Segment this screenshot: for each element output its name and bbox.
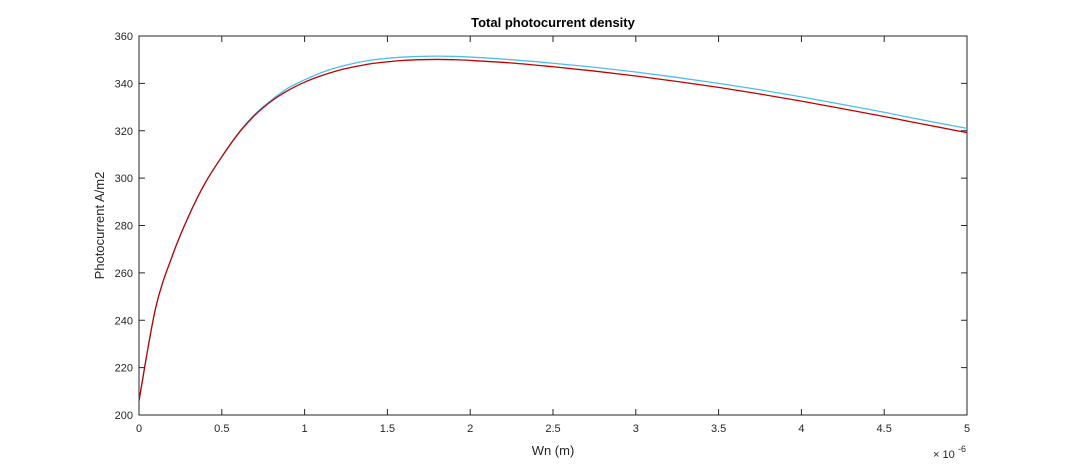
x-tick-label: 3 [633,423,639,435]
x-tick-label: 1 [302,423,308,435]
y-tick-label: 260 [115,268,133,280]
x-tick-label: 2 [467,423,473,435]
x-tick-label: 1.5 [380,423,395,435]
x-tick-label: 3.5 [711,423,726,435]
x-tick-label: 4 [798,423,804,435]
y-tick-label: 320 [115,126,133,138]
x-tick-label: 0 [136,423,142,435]
x-exponent-base: × 10 [933,449,955,461]
x-exponent-power: -6 [958,444,966,454]
y-tick-label: 360 [115,31,133,43]
plot-area [138,35,968,416]
y-axis-label: Photocurrent A/m2 [92,172,107,280]
x-exponent-label: × 10 -6 [933,444,966,461]
chart-title: Total photocurrent density [471,15,635,30]
series-layer [138,55,968,401]
x-tick-label: 5 [964,423,970,435]
x-axis-label: Wn (m) [532,443,575,458]
x-tick-label: 0.5 [214,423,229,435]
tick-layer: 0 0.5 1 1.5 2 2.5 3 3.5 4 4.5 5 200 220 240 260 280 300 3… [115,31,970,435]
y-tick-label: 340 [115,78,133,90]
y-tick-label: 280 [115,221,133,233]
y-tick-label: 200 [115,410,133,422]
y-tick-label: 220 [115,363,133,375]
y-tick-label: 300 [115,173,133,185]
y-tick-label: 240 [115,315,133,327]
series-line-2 [138,58,968,401]
x-tick-label: 2.5 [545,423,560,435]
x-tick-label: 4.5 [877,423,892,435]
